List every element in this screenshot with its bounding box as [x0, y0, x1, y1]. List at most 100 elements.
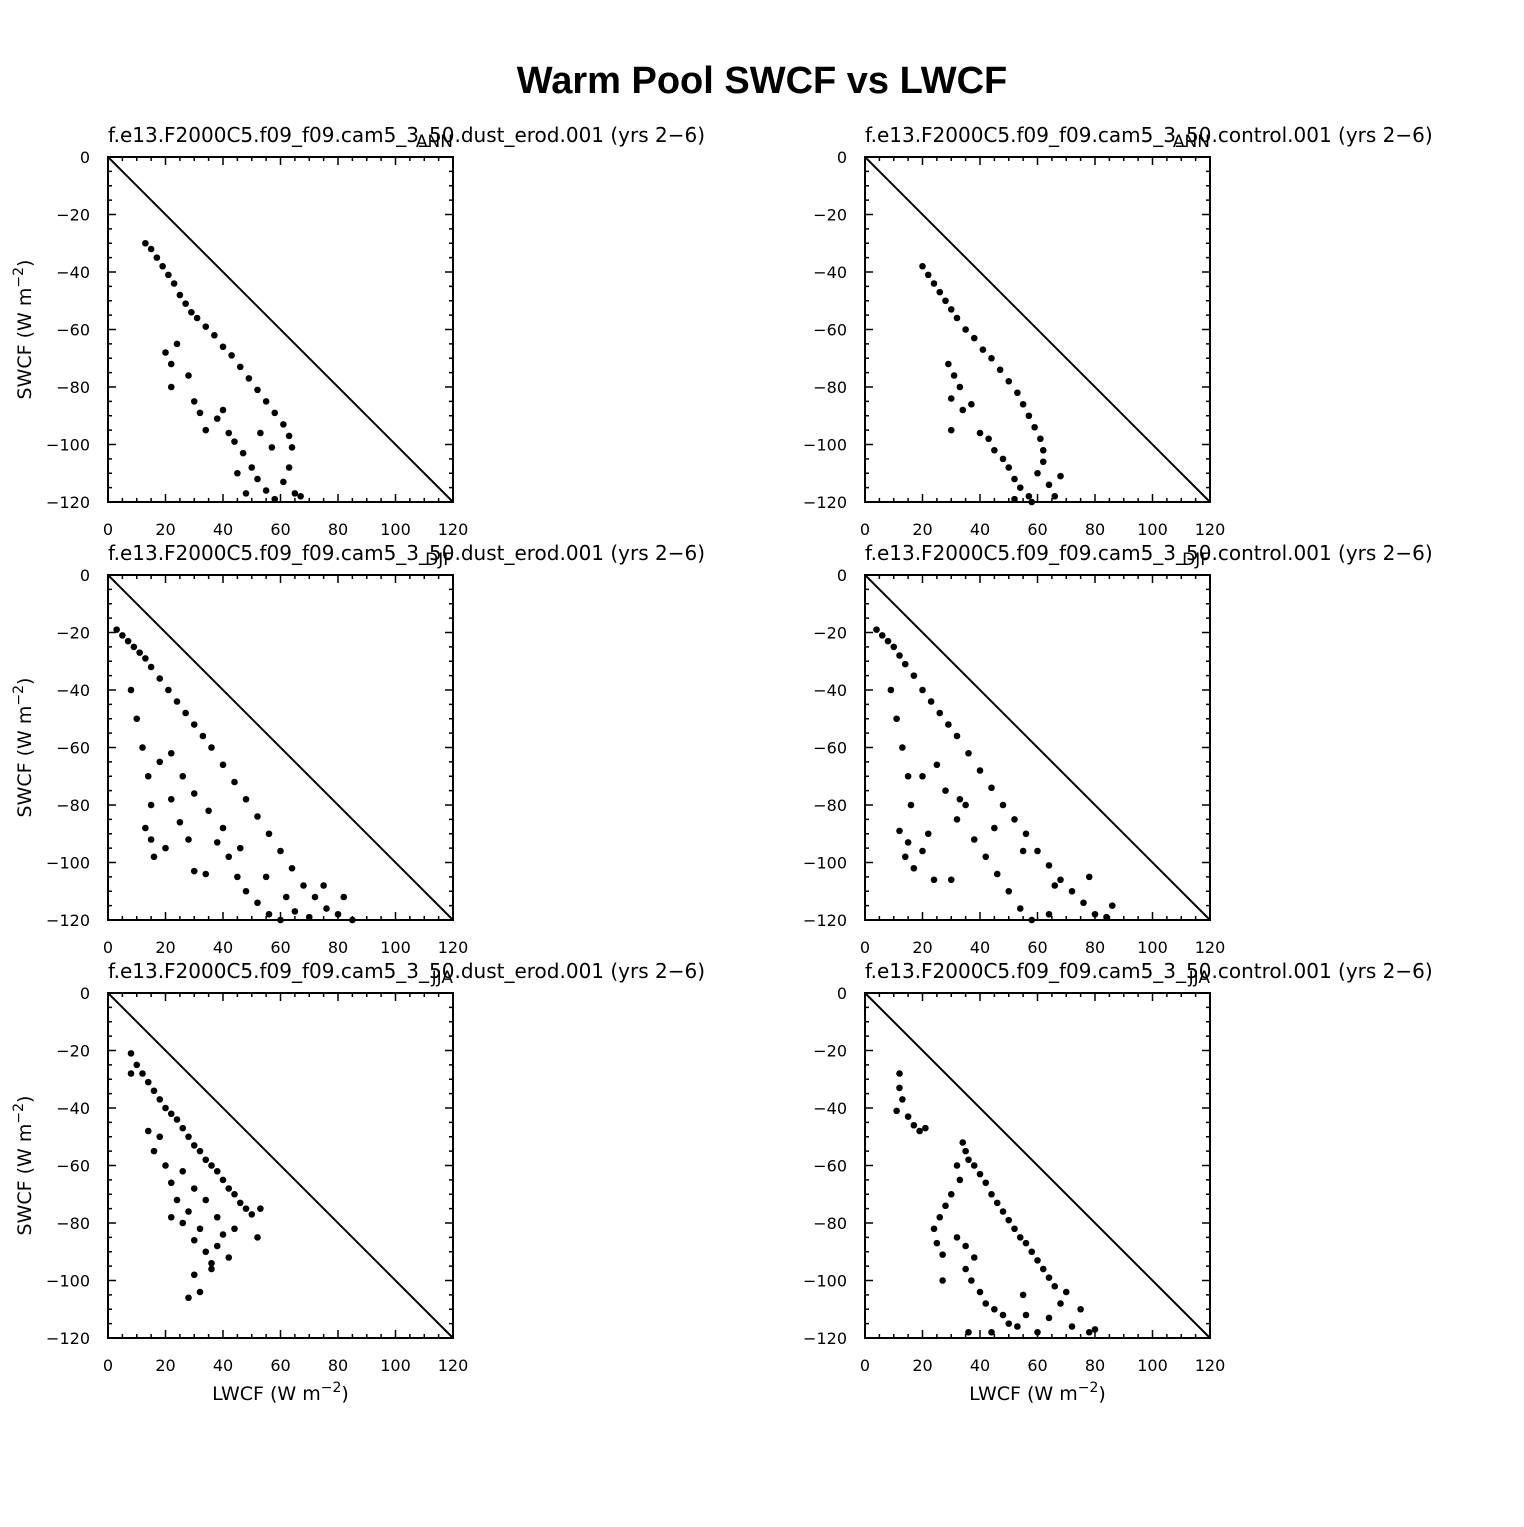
panel-season-label: JJA	[1188, 968, 1211, 988]
data-point	[196, 409, 204, 417]
scatter-panel-djf-control: f.e13.F2000C5.f09_f09.cam5_3_50.control.…	[803, 541, 1433, 957]
x-tick-label: 100	[380, 938, 411, 957]
x-tick-label: 60	[1027, 520, 1047, 539]
data-point	[190, 1236, 198, 1244]
data-point	[144, 1078, 152, 1086]
data-point	[887, 686, 895, 694]
data-point	[1019, 847, 1027, 855]
data-point	[936, 709, 944, 717]
y-tick-label: 0	[837, 984, 847, 1003]
data-point	[271, 409, 279, 417]
data-point	[147, 801, 155, 809]
data-point	[288, 864, 296, 872]
plot-frame	[107, 992, 454, 1339]
data-point	[334, 910, 342, 918]
data-point	[271, 495, 279, 503]
data-point	[176, 291, 184, 299]
data-point	[1011, 475, 1018, 483]
x-axis-label: LWCF (W m−2)	[212, 1380, 349, 1405]
data-point	[991, 824, 998, 832]
data-point	[202, 323, 210, 330]
data-point	[1022, 830, 1030, 838]
data-point	[1103, 913, 1110, 921]
data-point	[1085, 873, 1093, 881]
y-tick-label: −40	[813, 1099, 847, 1118]
data-point	[1019, 1291, 1027, 1299]
data-point	[893, 1107, 900, 1115]
y-axis-unit-exponent: −2	[11, 685, 27, 706]
x-tick-label: 120	[1195, 1356, 1226, 1375]
data-point	[950, 372, 958, 379]
data-point	[953, 816, 961, 823]
data-point	[896, 1070, 903, 1077]
data-point	[147, 836, 155, 843]
data-point	[1019, 400, 1027, 408]
data-point	[1045, 1314, 1053, 1322]
data-point	[268, 444, 276, 451]
data-point	[970, 1162, 978, 1169]
data-point	[239, 449, 247, 457]
data-point	[162, 1162, 169, 1169]
data-point	[873, 626, 880, 633]
data-point	[959, 406, 967, 414]
data-point	[988, 354, 995, 362]
data-point	[976, 767, 984, 774]
plot-frame	[864, 992, 1211, 1339]
data-point	[190, 1271, 198, 1279]
x-tick-label: 40	[213, 520, 233, 539]
data-point	[965, 749, 972, 757]
data-point	[1034, 847, 1041, 855]
data-point	[188, 308, 195, 316]
data-point	[165, 271, 172, 279]
data-point	[219, 343, 227, 351]
data-point	[179, 1167, 187, 1175]
panel-case-title: f.e13.F2000C5.f09_f09.cam5_3_50.dust_ero…	[108, 959, 705, 983]
panel-season-label: ANN	[416, 132, 453, 152]
data-point	[1077, 1305, 1084, 1313]
x-tick-label: 40	[970, 1356, 990, 1375]
data-point	[968, 1277, 975, 1284]
data-point	[942, 1202, 949, 1210]
x-tick-label: 80	[1085, 938, 1105, 957]
data-point	[190, 790, 198, 797]
data-point	[147, 663, 155, 671]
x-tick-label: 80	[328, 938, 348, 957]
y-tick-label: −80	[56, 796, 90, 815]
x-tick-label: 20	[912, 1356, 932, 1375]
data-point	[196, 1288, 204, 1296]
data-point	[884, 637, 892, 645]
panel-case-title: f.e13.F2000C5.f09_f09.cam5_3_50.control.…	[865, 123, 1433, 147]
data-point	[965, 1156, 972, 1164]
data-point	[262, 873, 270, 881]
y-tick-label: −120	[803, 493, 847, 512]
y-tick-label: 0	[80, 984, 90, 1003]
data-point	[153, 254, 161, 261]
y-tick-label: −120	[46, 493, 90, 512]
data-point	[962, 1242, 969, 1250]
data-point	[159, 262, 166, 270]
data-point	[953, 314, 961, 322]
data-point	[896, 652, 903, 659]
y-axis-label: SWCF (W m−2)	[11, 1096, 36, 1236]
y-tick-label: −40	[56, 263, 90, 282]
data-point	[1005, 1320, 1013, 1327]
data-point	[142, 655, 149, 662]
y-tick-label: −100	[803, 854, 847, 873]
data-point	[939, 1251, 946, 1258]
data-point	[947, 395, 955, 402]
data-point	[899, 744, 906, 751]
data-point	[1034, 469, 1041, 477]
data-point	[208, 744, 215, 751]
x-axis-label-close: )	[1098, 1383, 1105, 1405]
data-point	[1057, 472, 1064, 480]
y-tick-label: −60	[56, 739, 90, 758]
data-point	[896, 1084, 903, 1092]
data-point	[910, 1121, 918, 1129]
data-point	[1011, 1225, 1018, 1233]
data-point	[170, 280, 178, 287]
data-point	[1014, 389, 1021, 397]
x-tick-label: 0	[103, 938, 113, 957]
data-point	[185, 1208, 192, 1215]
data-point	[907, 801, 915, 809]
data-point	[323, 905, 330, 912]
